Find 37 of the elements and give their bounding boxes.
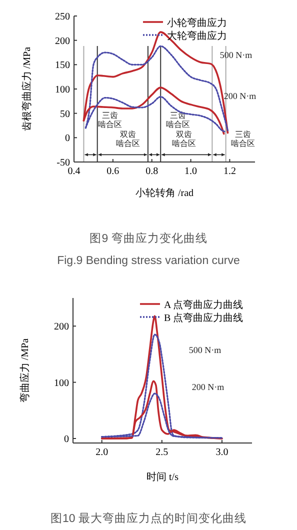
- annotation: 三齿啮合区: [231, 130, 255, 148]
- x-tick-label: 2.0: [96, 447, 108, 458]
- y-tick-label: 100: [55, 84, 70, 96]
- y-tick-label: 250: [55, 12, 70, 22]
- x-tick-label: 1.0: [184, 166, 198, 177]
- x-tick-label: 1.2: [223, 166, 236, 177]
- annotation: 双齿啮合区: [172, 130, 196, 148]
- legend-label: 大轮弯曲应力: [167, 30, 227, 42]
- text: 图9 弯曲应力变化曲线: [90, 231, 208, 245]
- y-tick-label: 200: [55, 36, 70, 47]
- x-tick-label: 2.5: [156, 447, 168, 458]
- y-tick-label: 150: [55, 60, 70, 72]
- annotation: 500 N·m: [220, 50, 252, 60]
- annotation: 500 N·m: [188, 345, 222, 355]
- y-tick-label: 0: [64, 434, 69, 446]
- x-tick-label: 0.6: [106, 166, 120, 177]
- x-tick-label: 0.8: [146, 166, 158, 177]
- legend-label: A 点弯曲应力曲线: [164, 299, 244, 311]
- y-tick-label: 0: [65, 133, 70, 144]
- annotation: 双齿啮合区: [116, 130, 140, 148]
- y-tick-label: -50: [56, 158, 70, 168]
- y-tick-label: 50: [60, 108, 70, 120]
- y-axis-title: 弯曲应力 /MPa: [19, 338, 31, 403]
- text: Fig.9 Bending stress variation curve: [57, 255, 240, 267]
- x-axis-title: 小轮转角 /rad: [135, 187, 194, 199]
- annotation: 200 N·m: [224, 91, 256, 101]
- text: 图10 最大弯曲应力点的时间变化曲线: [50, 511, 246, 525]
- legend-label: 小轮弯曲应力: [167, 17, 227, 29]
- y-axis-title: 齿根弯曲应力 /MPa: [21, 46, 33, 132]
- y-tick-label: 100: [54, 378, 69, 389]
- x-tick-label: 3.0: [216, 447, 228, 458]
- legend-label: B 点弯曲应力曲线: [164, 312, 244, 324]
- x-axis-title: 时间 t/s: [146, 471, 179, 483]
- y-tick-label: 200: [54, 322, 69, 333]
- annotation: 三齿啮合区: [98, 111, 122, 129]
- annotation: 200 N·m: [192, 382, 224, 392]
- x-tick-label: 0.4: [68, 166, 80, 177]
